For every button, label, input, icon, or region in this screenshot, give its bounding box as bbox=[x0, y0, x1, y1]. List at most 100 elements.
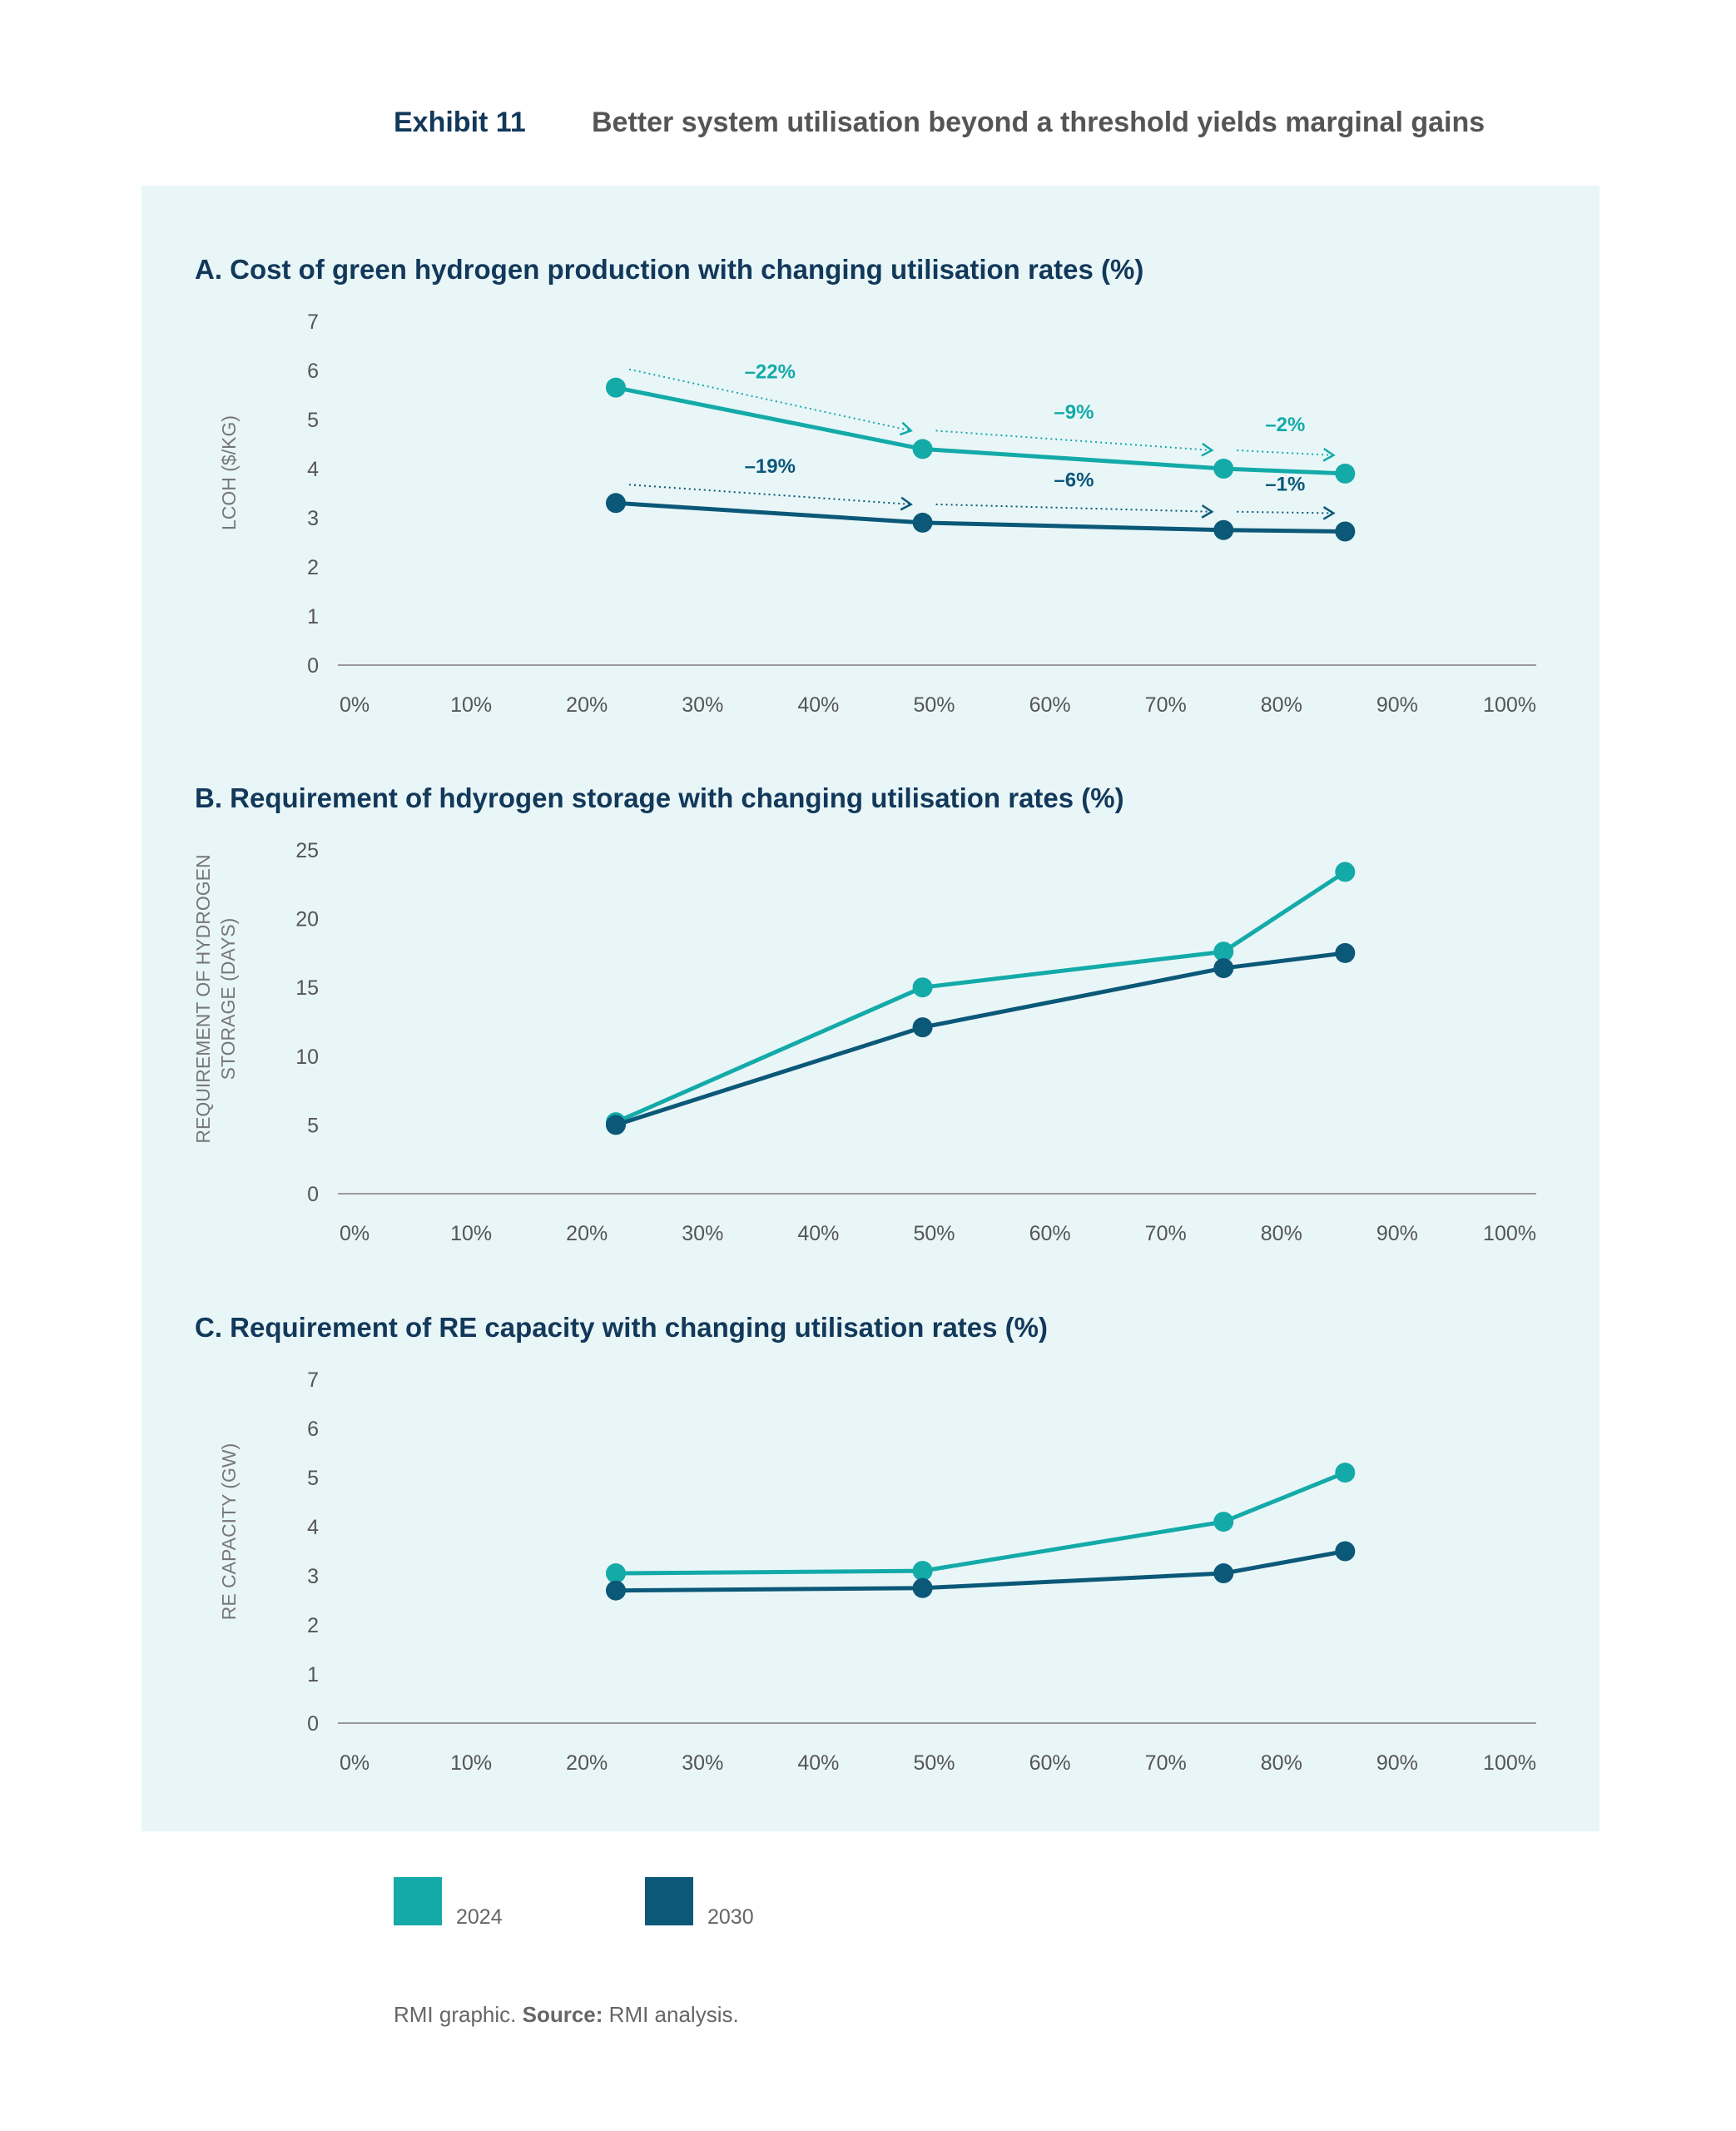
x-tick-label: 10% bbox=[450, 693, 492, 717]
x-tick-label: 10% bbox=[450, 1751, 492, 1775]
data-point-2030 bbox=[1213, 519, 1234, 540]
data-point-2030 bbox=[912, 1017, 933, 1038]
chart-b: B. Requirement of hdyrogen storage with … bbox=[192, 782, 1536, 1245]
x-tick-label: 80% bbox=[1261, 1222, 1302, 1245]
y-tick-label: 7 bbox=[307, 1369, 319, 1392]
y-tick-label: 0 bbox=[307, 654, 319, 678]
y-tick-label: 4 bbox=[307, 458, 319, 481]
x-tick-label: 20% bbox=[566, 1222, 608, 1245]
x-tick-label: 70% bbox=[1145, 1222, 1187, 1245]
data-point-2030 bbox=[1213, 958, 1234, 979]
y-tick-label: 20 bbox=[295, 908, 319, 931]
x-tick-label: 50% bbox=[913, 1222, 955, 1245]
series-line-2030 bbox=[615, 1549, 1346, 1593]
annotation-arrow bbox=[628, 368, 911, 432]
y-axis-label: REQUIREMENT OF HYDROGEN STORAGE (DAYS) bbox=[192, 854, 239, 1143]
y-tick-label: 1 bbox=[307, 1663, 319, 1686]
annotation-arrow bbox=[935, 503, 1213, 513]
x-tick-label: 90% bbox=[1376, 693, 1418, 717]
y-tick-label: 2 bbox=[307, 556, 319, 579]
data-point-2024 bbox=[912, 977, 933, 998]
exhibit-title: Better system utilisation beyond a thres… bbox=[592, 107, 1486, 138]
data-point-2024 bbox=[1335, 1463, 1356, 1483]
annotation-label: –1% bbox=[1265, 474, 1305, 496]
legend-swatch-2024 bbox=[394, 1877, 442, 1925]
series-line-2024 bbox=[615, 1470, 1347, 1576]
annotation-arrowhead bbox=[900, 496, 913, 511]
y-axis-label-line: REQUIREMENT OF HYDROGEN bbox=[192, 854, 214, 1143]
y-tick-label: 5 bbox=[307, 1467, 319, 1490]
x-tick-label: 90% bbox=[1376, 1751, 1418, 1775]
x-tick-label: 100% bbox=[1483, 693, 1536, 717]
x-tick-label: 80% bbox=[1261, 1751, 1302, 1775]
legend-label-2030: 2030 bbox=[707, 1905, 754, 1929]
x-tick-label: 0% bbox=[340, 693, 370, 717]
data-point-2030 bbox=[605, 493, 626, 514]
x-tick-label: 100% bbox=[1483, 1751, 1536, 1775]
x-tick-label: 90% bbox=[1376, 1222, 1418, 1245]
x-tick-label: 70% bbox=[1145, 693, 1187, 717]
legend: 2024 2030 bbox=[394, 1877, 976, 1929]
y-axis-label: RE CAPACITY (GW) bbox=[218, 1443, 240, 1621]
x-tick-label: 50% bbox=[913, 693, 955, 717]
y-tick-label: 4 bbox=[307, 1516, 319, 1539]
y-tick-label: 0 bbox=[307, 1712, 319, 1736]
data-point-2030 bbox=[605, 1115, 626, 1135]
chart-title: B. Requirement of hdyrogen storage with … bbox=[195, 782, 1124, 813]
y-tick-label: 3 bbox=[307, 507, 319, 530]
data-point-2030 bbox=[912, 1577, 933, 1598]
x-tick-label: 0% bbox=[340, 1751, 370, 1775]
footer-prefix: RMI graphic. bbox=[394, 2002, 517, 2027]
data-point-2024 bbox=[1213, 1512, 1234, 1532]
annotation-arrow bbox=[1237, 450, 1334, 456]
data-point-2030 bbox=[1335, 521, 1356, 542]
annotation-label: –6% bbox=[1054, 469, 1094, 491]
x-tick-label: 40% bbox=[797, 1751, 839, 1775]
data-point-2024 bbox=[605, 1563, 626, 1584]
data-point-2030 bbox=[1213, 1563, 1234, 1584]
data-point-2024 bbox=[1213, 459, 1234, 479]
y-tick-label: 3 bbox=[307, 1565, 319, 1588]
annotation-label: –2% bbox=[1265, 414, 1305, 436]
annotation-arrowhead bbox=[1201, 504, 1214, 519]
annotation-arrowhead bbox=[1322, 447, 1336, 462]
annotation-label: –9% bbox=[1054, 401, 1094, 424]
y-tick-label: 5 bbox=[307, 409, 319, 432]
exhibit-label: Exhibit 11 bbox=[394, 107, 526, 138]
x-tick-label: 20% bbox=[566, 1751, 608, 1775]
data-point-2024 bbox=[912, 439, 933, 459]
x-tick-label: 80% bbox=[1261, 693, 1302, 717]
y-tick-label: 0 bbox=[307, 1183, 319, 1206]
y-tick-label: 6 bbox=[307, 360, 319, 383]
y-tick-label: 15 bbox=[295, 976, 319, 1000]
series-line-2024 bbox=[614, 870, 1347, 1125]
annotation-arrowhead bbox=[1201, 442, 1214, 457]
data-point-2024 bbox=[912, 1561, 933, 1582]
y-tick-label: 7 bbox=[307, 310, 319, 334]
data-point-2024 bbox=[605, 377, 626, 398]
annotation-label: –19% bbox=[745, 455, 796, 478]
y-tick-label: 25 bbox=[295, 839, 319, 862]
chart-title: C. Requirement of RE capacity with chang… bbox=[195, 1312, 1048, 1343]
y-tick-label: 10 bbox=[295, 1046, 319, 1069]
chart-c: C. Requirement of RE capacity with chang… bbox=[195, 1312, 1536, 1775]
series-line-2030 bbox=[615, 951, 1346, 1127]
x-tick-label: 50% bbox=[913, 1751, 955, 1775]
annotation-arrow bbox=[1237, 510, 1334, 514]
y-tick-label: 5 bbox=[307, 1114, 319, 1137]
chart-a: A. Cost of green hydrogen production wit… bbox=[195, 254, 1536, 717]
annotation-arrow bbox=[935, 430, 1213, 451]
series-line-2030 bbox=[615, 500, 1346, 534]
annotation-arrowhead bbox=[899, 421, 913, 436]
y-tick-label: 2 bbox=[307, 1614, 319, 1637]
x-tick-label: 70% bbox=[1145, 1751, 1187, 1775]
x-tick-label: 60% bbox=[1029, 1751, 1071, 1775]
footer-note: RMI graphic. Source: RMI analysis. bbox=[394, 2002, 739, 2028]
data-point-2030 bbox=[605, 1580, 626, 1601]
annotation-arrow bbox=[628, 484, 911, 505]
footer-source-text: RMI analysis. bbox=[608, 2002, 739, 2027]
y-axis-label-line: STORAGE (DAYS) bbox=[217, 918, 239, 1080]
x-tick-label: 0% bbox=[340, 1222, 370, 1245]
legend-label-2024: 2024 bbox=[456, 1905, 503, 1929]
x-tick-label: 100% bbox=[1483, 1222, 1536, 1245]
